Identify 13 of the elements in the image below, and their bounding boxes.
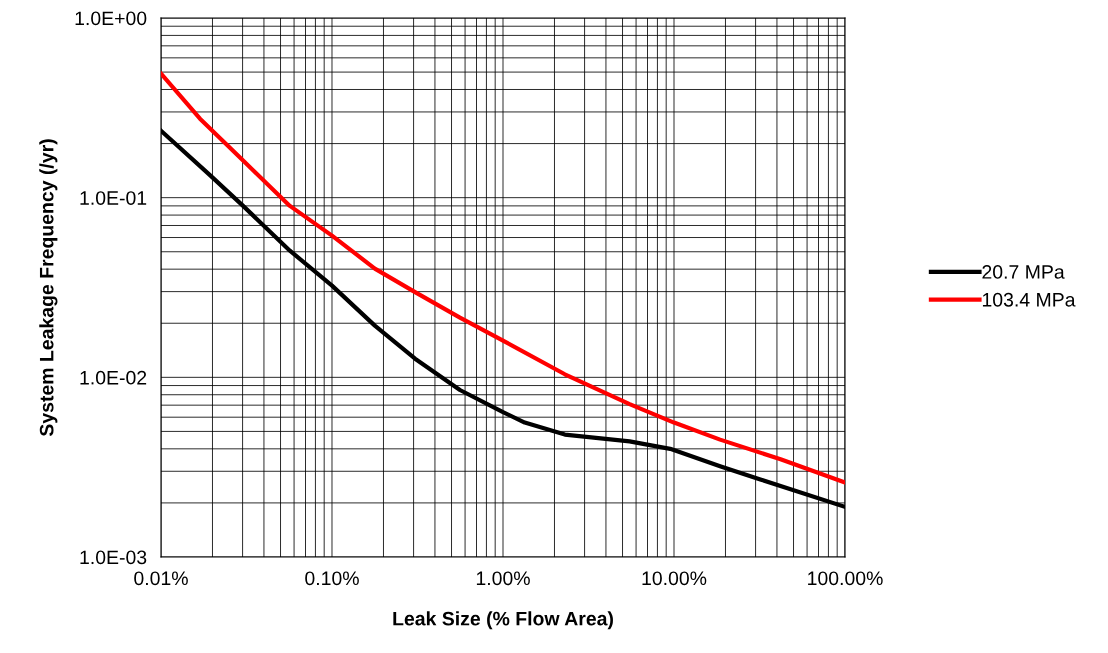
- x-tick-label: 10.00%: [642, 571, 707, 586]
- y-tick-label: 1.0E-03: [80, 550, 147, 565]
- x-tick-label: 100.00%: [808, 571, 883, 586]
- y-axis-title: System Leakage Frequency (/yr): [39, 139, 58, 437]
- x-axis-title: Leak Size (% Flow Area): [393, 611, 613, 630]
- x-tick-label: 1.00%: [476, 571, 530, 586]
- x-tick-label: 0.10%: [305, 571, 359, 586]
- y-tick-label: 1.0E+00: [75, 11, 147, 26]
- legend-label: 20.7 MPa: [982, 265, 1065, 279]
- legend-label: 103.4 MPa: [982, 292, 1076, 307]
- x-tick-label: 0.01%: [134, 571, 188, 586]
- y-tick-label: 1.0E-02: [80, 370, 147, 385]
- y-tick-label: 1.0E-01: [80, 191, 147, 205]
